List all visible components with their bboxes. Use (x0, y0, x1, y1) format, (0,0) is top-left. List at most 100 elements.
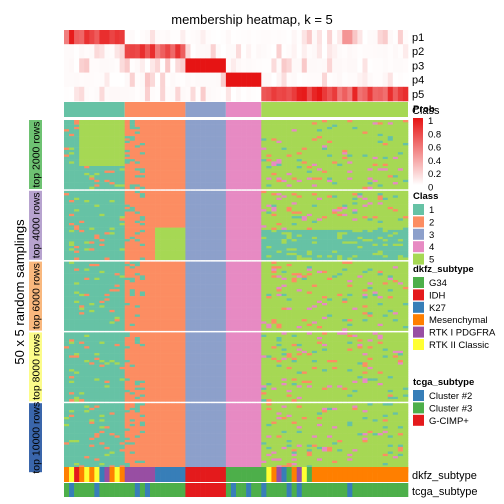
sampling-cell (74, 328, 80, 331)
sampling-cell (342, 129, 348, 132)
sampling-cell (236, 156, 242, 160)
prob-cell (296, 30, 303, 45)
sampling-cell (327, 239, 333, 242)
sampling-cell (99, 291, 105, 295)
sampling-cell (230, 131, 237, 135)
sampling-cell (195, 229, 201, 233)
sampling-cell (337, 223, 343, 226)
sampling-cell (301, 149, 308, 153)
sampling-cell (357, 136, 363, 139)
sampling-cell (377, 122, 384, 125)
sampling-cell (256, 202, 262, 205)
block-label: top 2000 rows (31, 122, 43, 188)
sampling-cell (241, 243, 247, 247)
sampling-cell (205, 124, 212, 128)
sampling-cell (377, 232, 384, 235)
sampling-cell (382, 236, 389, 240)
sampling-cell (195, 193, 201, 196)
sampling-cell (119, 300, 126, 304)
sampling-cell (251, 232, 257, 235)
sampling-cell (99, 177, 105, 181)
sampling-cell (236, 143, 242, 146)
sampling-cell (134, 182, 141, 185)
sampling-cell (352, 216, 358, 219)
sampling-cell (99, 211, 105, 215)
sampling-cell (119, 266, 126, 269)
sampling-cell (210, 172, 217, 176)
prob-cell (225, 58, 232, 73)
sampling-cell (69, 218, 75, 221)
sampling-cell (139, 140, 146, 144)
sampling-cell (382, 252, 389, 256)
sampling-cell (129, 243, 136, 247)
sampling-cell (271, 172, 277, 176)
sampling-cell (266, 236, 272, 240)
sampling-cell (296, 170, 303, 174)
block-label: top 4000 rows (31, 192, 43, 258)
sampling-cell (180, 182, 186, 185)
sampling-cell (124, 280, 131, 283)
sampling-cell (170, 124, 176, 128)
sampling-cell (64, 323, 70, 327)
sampling-cell (119, 255, 126, 258)
sampling-cell (372, 243, 378, 247)
prob-cell (150, 58, 156, 73)
sampling-cell (342, 236, 348, 240)
sampling-cell (332, 147, 338, 151)
sampling-cell (322, 156, 328, 160)
sampling-cell (129, 175, 136, 178)
sampling-cell (286, 168, 292, 171)
sampling-cell (129, 156, 136, 160)
sampling-cell (190, 145, 196, 148)
sampling-cell (144, 218, 151, 221)
sampling-cell (397, 133, 404, 137)
sampling-cell (236, 152, 242, 155)
sampling-cell (64, 273, 70, 276)
sampling-cell (155, 170, 161, 174)
sampling-cell (215, 206, 222, 210)
sampling-cell (150, 284, 156, 288)
sampling-cell (357, 241, 363, 244)
sampling-cell (69, 211, 75, 215)
y-axis-label: 50 x 5 random samplings (12, 219, 27, 365)
sampling-cell (392, 140, 399, 144)
sampling-cell (306, 197, 313, 201)
sampling-cell (114, 124, 120, 128)
sampling-cell (392, 168, 399, 171)
sampling-cell (119, 239, 126, 242)
sampling-cell (124, 300, 131, 304)
sampling-cell (327, 232, 333, 235)
sampling-cell (84, 182, 90, 185)
sampling-cell (241, 190, 247, 194)
sampling-cell (316, 255, 323, 258)
sampling-cell (165, 200, 171, 203)
sampling-cell (74, 122, 80, 125)
sampling-cell (69, 303, 75, 306)
sampling-cell (180, 175, 186, 178)
sampling-cell (236, 126, 242, 130)
sampling-cell (230, 186, 237, 190)
sampling-cell (104, 241, 110, 244)
sampling-cell (342, 193, 348, 196)
sampling-cell (246, 239, 252, 242)
sampling-cell (236, 163, 242, 167)
sampling-cell (261, 163, 267, 167)
sampling-cell (195, 126, 201, 130)
sampling-cell (94, 166, 100, 169)
sampling-cell (210, 170, 217, 174)
sampling-cell (357, 252, 363, 256)
prob-cell (114, 30, 120, 45)
sampling-cell (402, 250, 409, 254)
prob-cell (165, 72, 171, 88)
sampling-cell (281, 126, 287, 130)
sampling-cell (94, 234, 100, 238)
sampling-cell (236, 129, 242, 132)
sampling-cell (69, 293, 75, 297)
sampling-cell (402, 227, 409, 231)
sampling-cell (114, 163, 120, 167)
sampling-cell (104, 138, 110, 141)
sampling-cell (225, 131, 232, 135)
sampling-cell (69, 156, 75, 160)
prob-cell (170, 30, 176, 45)
sampling-cell (69, 136, 75, 139)
